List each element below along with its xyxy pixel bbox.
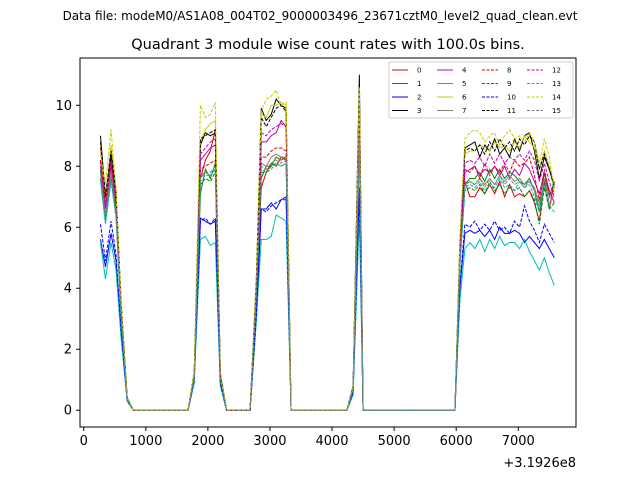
chart-suptitle: Data file: modeM0/AS1A08_004T02_90000034… <box>63 9 578 23</box>
legend-label-7: 7 <box>462 107 466 115</box>
legend-label-9: 9 <box>507 80 511 88</box>
legend-label-12: 12 <box>552 67 561 75</box>
series-line-10 <box>99 187 555 411</box>
legend-label-15: 15 <box>552 107 561 115</box>
x-axis: 0 1000 2000 3000 4000 5000 6000 7000 <box>80 427 535 449</box>
x-tick-label: 4000 <box>315 434 348 449</box>
legend-label-14: 14 <box>552 94 561 102</box>
x-tick-label: 1000 <box>129 434 162 449</box>
series-line-15 <box>99 138 555 411</box>
legend-label-11: 11 <box>507 107 516 115</box>
legend-label-1: 1 <box>417 80 421 88</box>
y-tick-label: 4 <box>64 282 72 297</box>
legend-label-6: 6 <box>462 94 467 102</box>
series-line-5 <box>99 214 555 411</box>
series-line-0 <box>99 129 555 411</box>
series-line-14 <box>99 86 555 411</box>
plot-frame <box>79 57 577 428</box>
legend-label-3: 3 <box>417 107 421 115</box>
series-line-4 <box>99 108 555 411</box>
legend-label-10: 10 <box>507 94 516 102</box>
series-line-1 <box>99 138 555 411</box>
legend-frame <box>388 61 574 119</box>
legend-label-0: 0 <box>417 67 421 75</box>
x-tick-label: 0 <box>80 434 88 449</box>
x-tick-label: 6000 <box>440 434 473 449</box>
y-tick-label: 8 <box>64 160 72 175</box>
x-tick-label: 5000 <box>378 434 411 449</box>
legend-label-5: 5 <box>462 80 466 88</box>
legend-label-2: 2 <box>417 94 421 102</box>
x-offset-label: +3.1926e8 <box>503 456 576 471</box>
plot-lines <box>99 74 555 411</box>
legend-label-8: 8 <box>507 67 511 75</box>
x-tick-label: 7000 <box>502 434 535 449</box>
y-tick-label: 2 <box>64 343 72 358</box>
chart-title: Quadrant 3 module wise count rates with … <box>131 37 525 53</box>
y-tick-label: 6 <box>64 221 72 236</box>
series-line-2 <box>99 193 555 411</box>
y-tick-label: 10 <box>55 99 72 114</box>
x-tick-label: 3000 <box>253 434 286 449</box>
legend-label-4: 4 <box>462 67 467 75</box>
series-line-12 <box>99 111 555 411</box>
y-tick-label: 0 <box>64 404 72 419</box>
legend-label-13: 13 <box>552 80 561 88</box>
y-axis: 0 2 4 6 8 10 <box>55 99 80 419</box>
x-tick-label: 2000 <box>191 434 224 449</box>
series-line-3 <box>99 74 555 411</box>
